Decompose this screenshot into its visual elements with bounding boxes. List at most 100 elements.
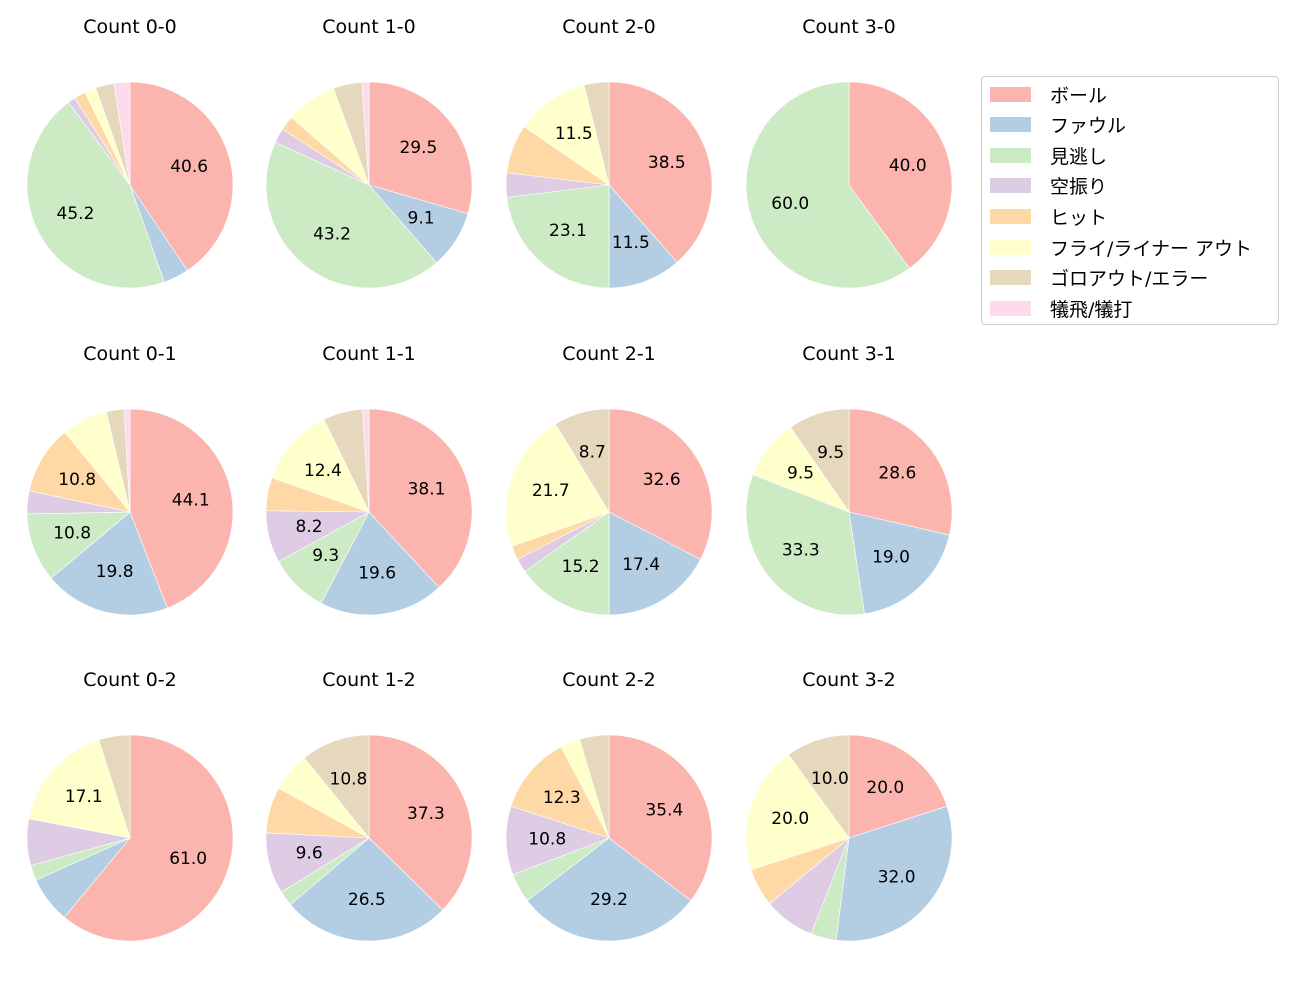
slice-value-label: 11.5 xyxy=(555,124,593,144)
pie-slice xyxy=(608,734,713,902)
slice-value-label: 60.0 xyxy=(771,194,809,214)
slice-value-label: 19.8 xyxy=(96,562,134,582)
legend-swatch xyxy=(990,300,1031,316)
slice-value-label: 32.6 xyxy=(643,470,681,490)
pie-slice xyxy=(303,734,370,839)
slice-value-label: 12.4 xyxy=(304,461,342,481)
pie-chart-count-1-1: Count 1-1 38.1 19.6 9.3 8.2 12.4 xyxy=(249,327,489,637)
slice-value-label: 61.0 xyxy=(169,849,207,869)
pie-slice xyxy=(608,511,701,616)
pie-slice xyxy=(28,739,131,839)
pie-slice xyxy=(848,408,953,536)
pie-slice xyxy=(505,423,610,547)
slice-value-label: 9.5 xyxy=(817,443,844,463)
slice-value-label: 23.1 xyxy=(549,221,587,241)
slice-value-label: 9.6 xyxy=(296,843,323,863)
slice-value-label: 26.5 xyxy=(348,890,386,910)
pie-slice xyxy=(362,408,370,513)
slice-value-label: 10.8 xyxy=(53,524,91,544)
pie-chart-count-3-0: Count 3-0 40.0 60.0 xyxy=(729,0,969,310)
legend-label: ヒット xyxy=(1050,206,1108,229)
pie-title: Count 1-2 xyxy=(322,669,416,691)
pie-slice xyxy=(788,734,850,839)
slice-value-label: 29.2 xyxy=(590,890,628,910)
legend-swatch xyxy=(990,270,1031,286)
slice-value-label: 12.3 xyxy=(543,788,581,808)
pie-slice xyxy=(129,408,234,609)
pie-slice xyxy=(579,734,610,839)
pie-slice xyxy=(361,81,370,186)
slice-value-label: 37.3 xyxy=(407,804,445,824)
pie-slice xyxy=(506,184,610,289)
slice-value-label: 40.6 xyxy=(170,157,208,177)
legend-swatch xyxy=(990,117,1031,133)
pie-slice xyxy=(123,408,131,513)
legend-swatch xyxy=(990,178,1031,194)
pie-slice xyxy=(523,84,610,186)
legend-swatch xyxy=(990,147,1031,163)
slice-value-label: 32.0 xyxy=(878,867,916,887)
pie-chart-count-1-0: Count 1-0 29.5 9.1 43.2 xyxy=(249,0,489,310)
slice-value-label: 43.2 xyxy=(313,225,351,245)
pie-slice xyxy=(745,474,865,616)
legend-item: ボール xyxy=(990,81,1107,107)
slice-value-label: 38.1 xyxy=(408,479,446,499)
pie-slice xyxy=(524,511,610,616)
legend-item: 犠飛/犠打 xyxy=(990,295,1132,321)
pie-slice xyxy=(368,81,473,215)
slice-value-label: 9.3 xyxy=(312,546,339,566)
slice-value-label: 40.0 xyxy=(889,156,927,176)
pie-slice xyxy=(583,81,610,186)
legend-swatch xyxy=(990,239,1031,255)
slice-value-label: 19.6 xyxy=(358,563,396,583)
pie-chart-count-2-1: Count 2-1 32.6 17.4 15.2 21.7 8.7 xyxy=(489,327,729,637)
legend-label: 見逃し xyxy=(1050,145,1108,168)
slice-value-label: 20.0 xyxy=(771,809,809,829)
legend-item: 見逃し xyxy=(990,142,1107,168)
legend-item: ヒット xyxy=(990,203,1107,229)
pie-slice xyxy=(271,418,370,513)
slice-value-label: 35.4 xyxy=(645,801,683,821)
pie-title: Count 0-1 xyxy=(83,343,177,365)
slice-value-label: 9.1 xyxy=(408,208,435,228)
slice-value-label: 29.5 xyxy=(399,138,437,158)
pie-title: Count 3-1 xyxy=(802,343,896,365)
pie-slice xyxy=(745,81,910,289)
pie-slice xyxy=(50,511,168,616)
pie-slice xyxy=(608,184,678,289)
slice-value-label: 20.0 xyxy=(866,778,904,798)
legend: ボール ファウル 見逃し 空振り ヒット フライ/ライナー アウト ゴロアウト/エラー 犠飛/… xyxy=(981,76,1279,325)
legend-label: ゴロアウト/エラー xyxy=(1050,268,1209,291)
slice-value-label: 38.5 xyxy=(648,153,686,173)
pie-slice xyxy=(98,734,131,839)
pie-title: Count 2-1 xyxy=(562,343,656,365)
slice-value-label: 10.8 xyxy=(58,470,96,490)
pie-slice xyxy=(368,408,473,588)
pie-slice xyxy=(848,81,953,269)
pie-slice xyxy=(608,408,713,560)
slice-value-label: 21.7 xyxy=(532,481,570,501)
pie-chart-count-2-0: Count 2-0 38.5 11.5 23.1 11.5 xyxy=(489,0,729,310)
pie-slice xyxy=(26,102,165,289)
pie-slice xyxy=(265,141,438,289)
slice-value-label: 10.8 xyxy=(330,770,368,790)
pie-title: Count 2-2 xyxy=(562,669,656,691)
pie-chart-count-0-0: Count 0-0 40.6 45.2 xyxy=(10,0,250,310)
pie-slice xyxy=(790,408,850,513)
pie-slice xyxy=(745,754,850,871)
legend-label: ボール xyxy=(1050,84,1108,107)
pie-chart-count-1-2: Count 1-2 37.3 26.5 9.6 10.8 xyxy=(249,653,489,963)
pie-slice xyxy=(505,805,610,876)
pie-slice xyxy=(526,837,692,942)
pie-title: Count 0-0 xyxy=(83,16,177,38)
pie-slice xyxy=(113,81,131,186)
slice-value-label: 45.2 xyxy=(57,204,95,224)
pie-title: Count 2-0 xyxy=(562,16,656,38)
pie-chart-count-0-2: Count 0-2 61.0 17.1 xyxy=(10,653,250,963)
legend-label: フライ/ライナー アウト xyxy=(1050,237,1253,260)
pie-slice xyxy=(290,837,444,942)
pie-chart-count-3-1: Count 3-1 28.6 19.0 33.3 9.5 9.5 xyxy=(729,327,969,637)
pie-slice xyxy=(848,511,950,615)
legend-swatch xyxy=(990,208,1031,224)
pie-chart-count-2-2: Count 2-2 35.4 29.2 10.8 12.3 xyxy=(489,653,729,963)
